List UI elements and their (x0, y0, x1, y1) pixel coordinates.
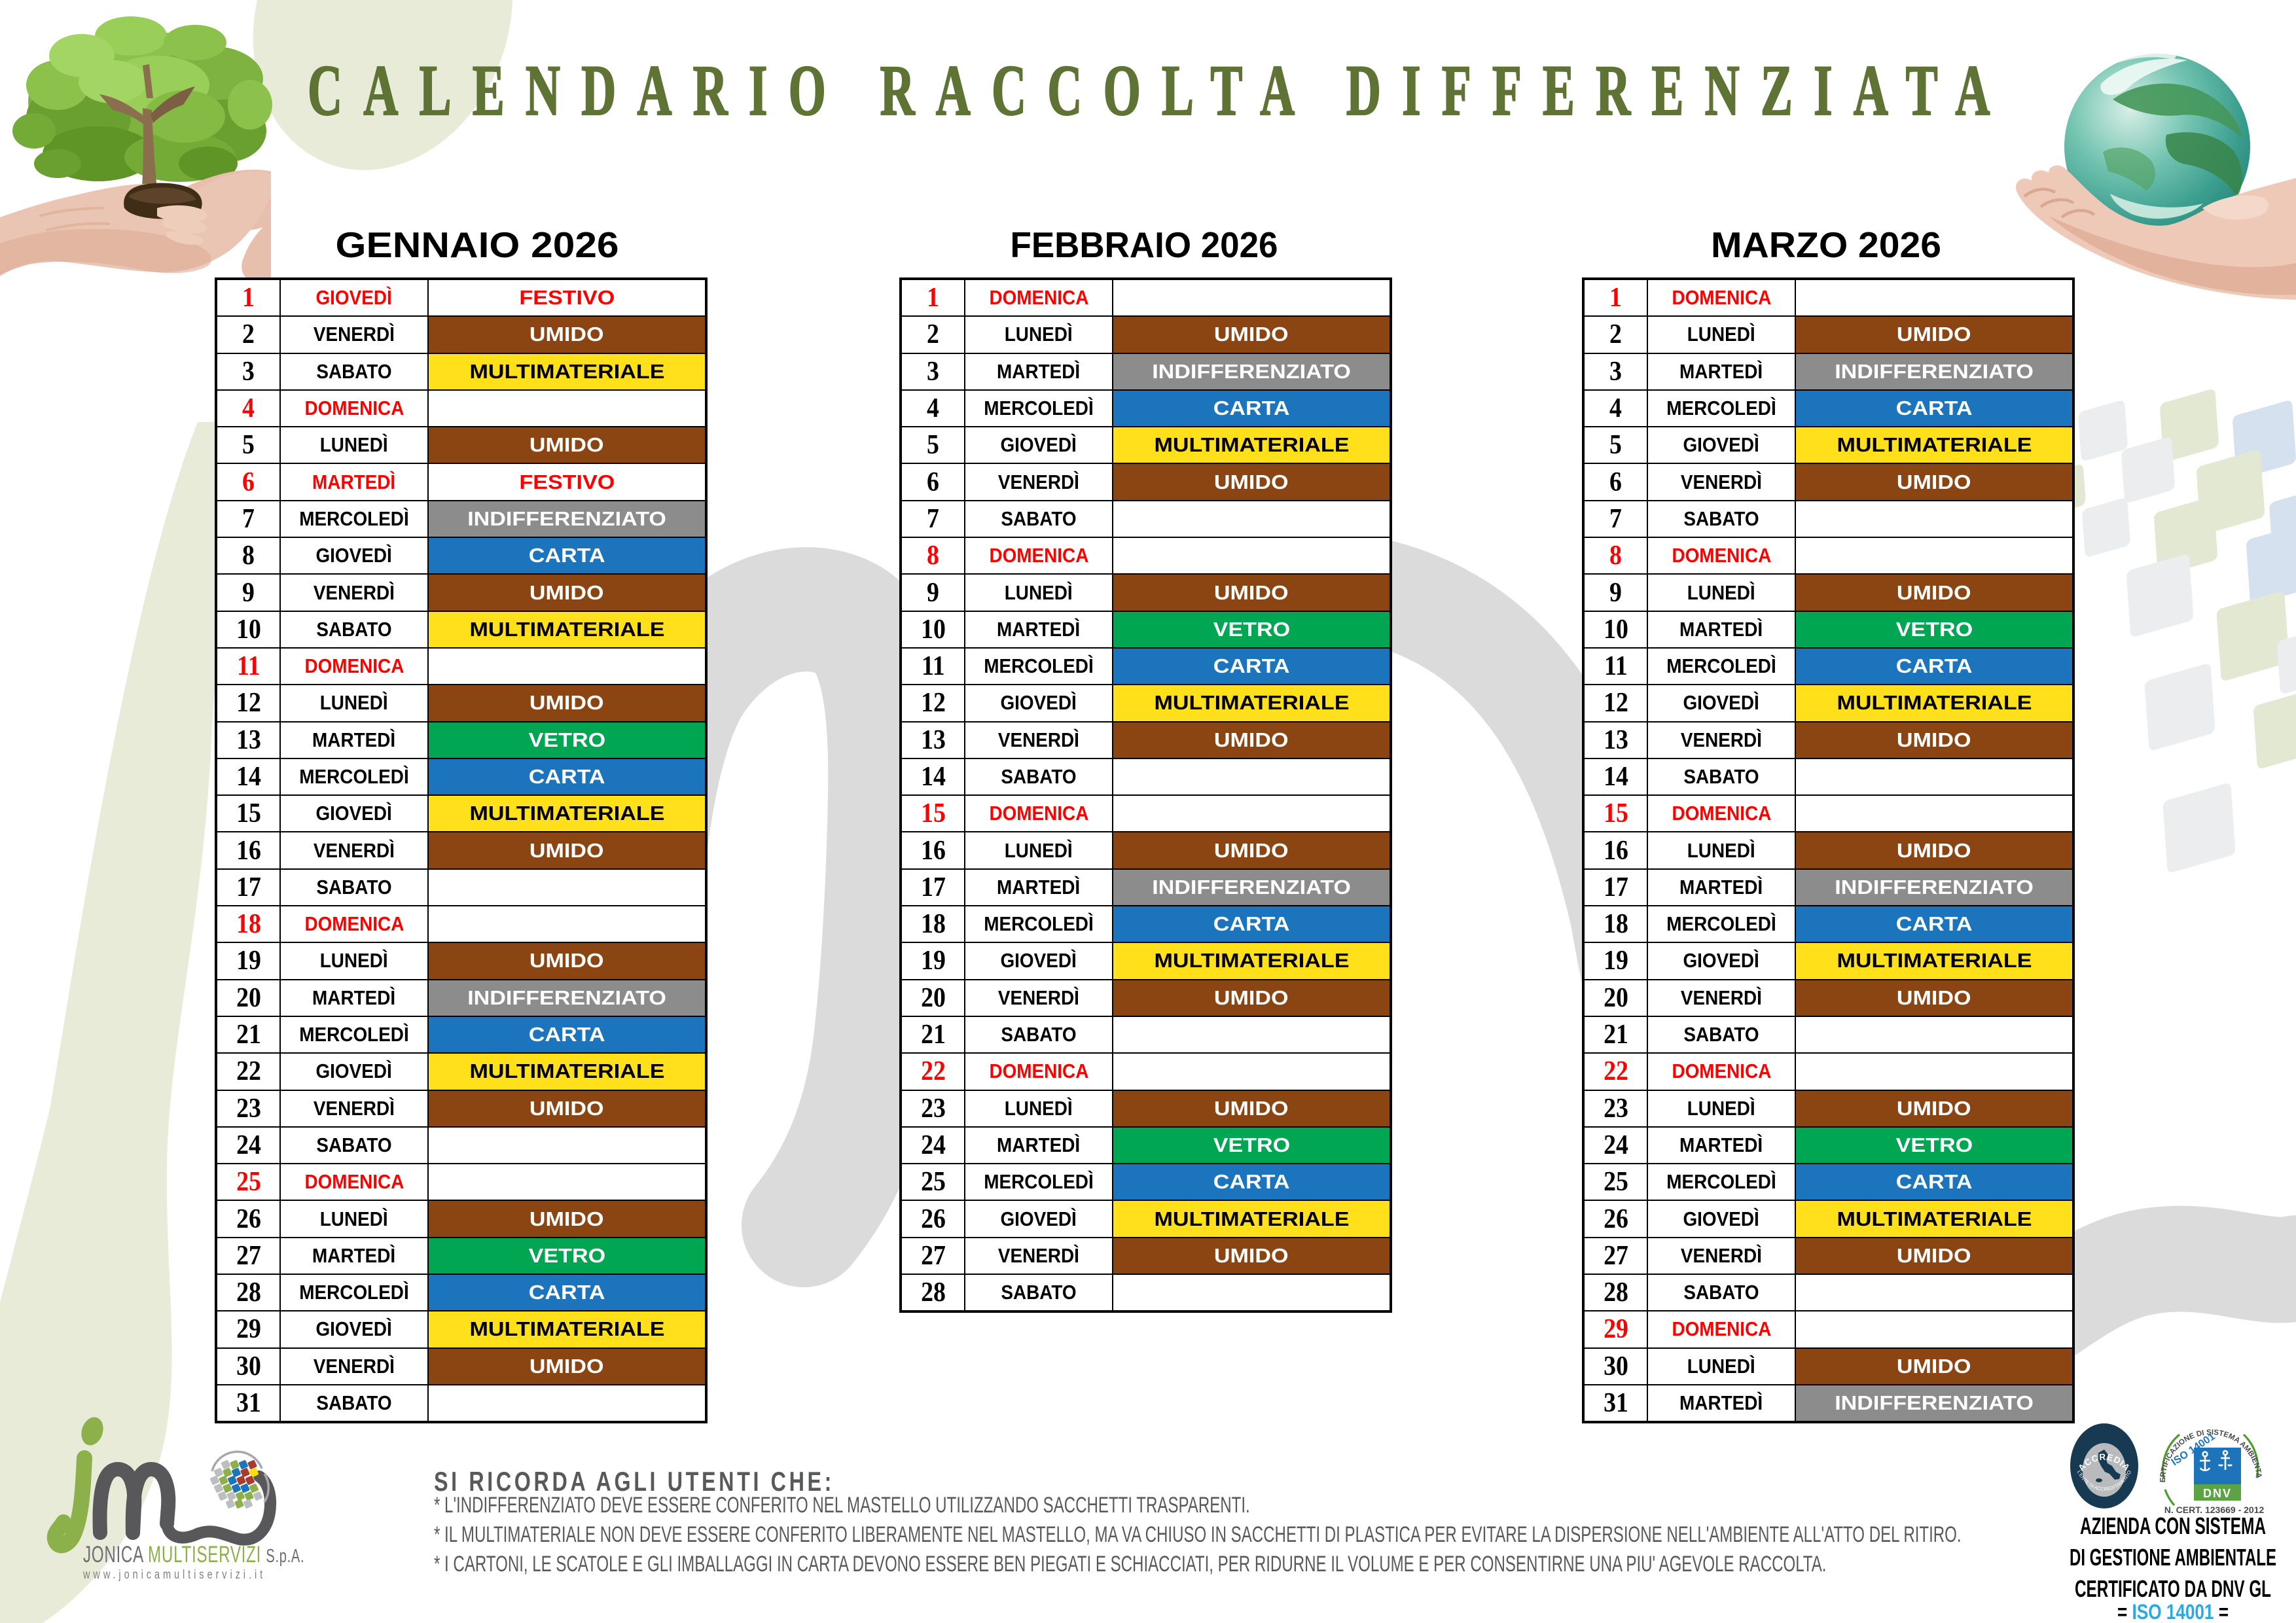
svg-text:= ISO 14001 =: = ISO 14001 = (2117, 1600, 2229, 1623)
svg-text:CERTIFICATO DA DNV GL: CERTIFICATO DA DNV GL (2075, 1575, 2271, 1602)
svg-text:AZIENDA CON SISTEMA: AZIENDA CON SISTEMA (2080, 1512, 2266, 1539)
svg-text:DNV: DNV (2203, 1487, 2232, 1500)
svg-text:GENNAIO 2026: GENNAIO 2026 (336, 224, 619, 265)
svg-text:FEBBRAIO 2026: FEBBRAIO 2026 (1011, 224, 1278, 265)
svg-text:DI GESTIONE AMBIENTALE: DI GESTIONE AMBIENTALE (2070, 1544, 2276, 1571)
svg-text:MARZO 2026: MARZO 2026 (1711, 224, 1941, 265)
svg-text:N. CERT. 123669 - 2012: N. CERT. 123669 - 2012 (2164, 1505, 2265, 1515)
